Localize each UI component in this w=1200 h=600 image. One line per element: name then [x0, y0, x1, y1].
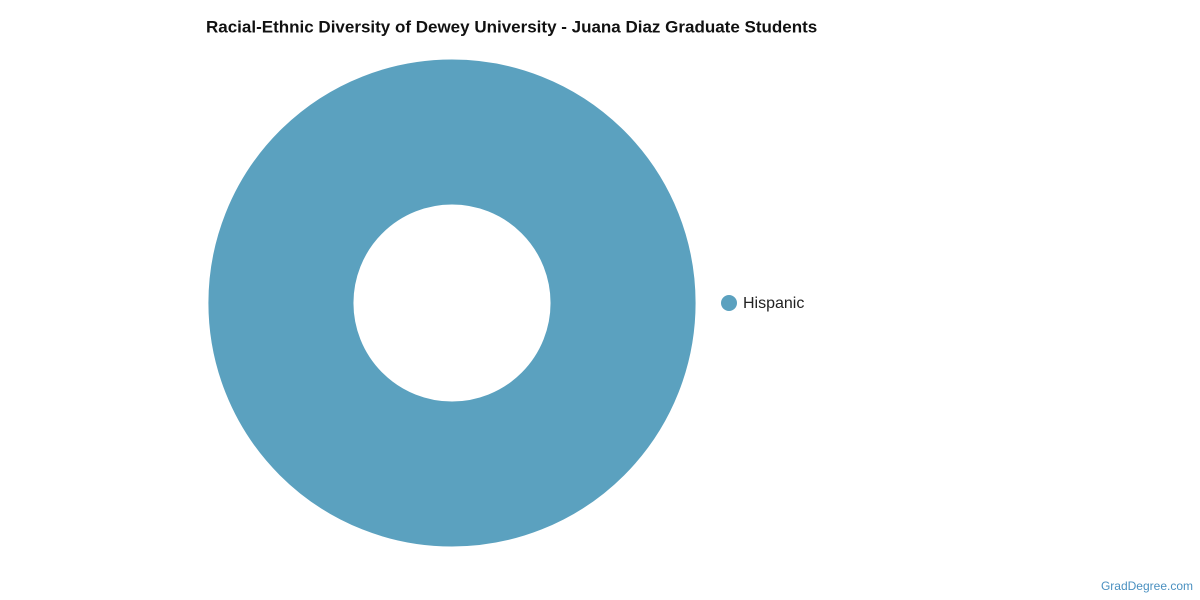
- legend-label: Hispanic: [743, 295, 804, 312]
- slice: [207, 58, 697, 548]
- chart-title: Racial-Ethnic Diversity of Dewey Univers…: [206, 17, 817, 36]
- legend-marker: [721, 295, 737, 311]
- watermark[interactable]: GradDegree.com: [1101, 579, 1193, 593]
